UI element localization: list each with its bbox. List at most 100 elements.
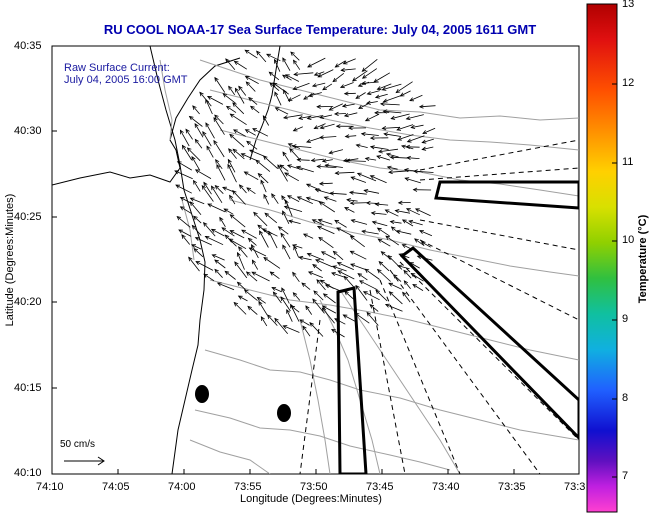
current-vector xyxy=(336,227,355,238)
current-vector-head xyxy=(256,296,262,302)
current-vector xyxy=(362,230,379,235)
current-vector-head xyxy=(263,193,268,199)
current-vector xyxy=(178,229,192,237)
current-vector xyxy=(201,185,214,202)
current-vector xyxy=(255,159,271,172)
current-vector xyxy=(398,202,411,204)
x-axis-title: Longitude (Degrees:Minutes) xyxy=(240,493,382,505)
current-vector-head xyxy=(241,229,246,234)
current-vector xyxy=(288,94,301,102)
current-vector-head xyxy=(394,209,400,214)
current-vector xyxy=(238,86,247,96)
current-vector-head xyxy=(307,63,312,68)
plot-frame xyxy=(51,45,580,475)
current-vector xyxy=(234,61,248,70)
current-vector xyxy=(403,280,411,290)
current-vector-head xyxy=(324,284,330,289)
current-vector xyxy=(233,129,246,137)
current-vector-head xyxy=(420,241,426,246)
current-vector xyxy=(391,113,410,120)
current-vector xyxy=(227,159,236,173)
current-vector xyxy=(267,314,278,326)
colorbar-tick-label: 10 xyxy=(622,234,635,246)
current-vector xyxy=(410,273,424,282)
current-vector-head xyxy=(264,212,270,218)
current-vector-head xyxy=(238,85,243,91)
x-tick-label: 73:45 xyxy=(366,481,394,493)
current-vector-head xyxy=(387,254,393,260)
current-vector-head xyxy=(363,189,369,194)
current-vector xyxy=(375,203,389,206)
current-vector xyxy=(383,110,402,114)
current-vector xyxy=(325,284,344,293)
inlet-shoreline xyxy=(52,57,241,186)
current-vector-head xyxy=(358,105,363,109)
current-vector xyxy=(203,222,216,237)
current-vector-head xyxy=(336,262,342,266)
current-vector xyxy=(271,193,279,204)
current-vector-head xyxy=(236,281,242,287)
current-vector xyxy=(187,147,201,162)
current-vector-head xyxy=(281,195,286,200)
current-vector xyxy=(180,130,190,147)
current-vector-head xyxy=(350,219,356,224)
current-vector xyxy=(319,201,336,213)
current-vector xyxy=(407,157,420,159)
current-vector-head xyxy=(243,289,249,294)
map-title: RU COOL NOAA-17 Sea Surface Temperature:… xyxy=(103,22,537,37)
current-vector xyxy=(214,269,223,278)
beam-polygons xyxy=(336,180,579,474)
current-vector-head xyxy=(274,91,279,97)
current-vector xyxy=(211,228,225,237)
current-vector xyxy=(253,212,268,227)
current-vector-head xyxy=(234,87,239,93)
current-vector-head xyxy=(179,206,185,211)
current-vector xyxy=(362,58,378,72)
current-vector xyxy=(312,264,322,272)
current-vector-head xyxy=(395,88,401,94)
current-vector xyxy=(311,158,324,161)
current-vector-head xyxy=(203,221,208,227)
current-vector-head xyxy=(193,179,198,185)
current-vector-head xyxy=(374,110,379,115)
current-vector xyxy=(390,221,402,224)
current-vector-head xyxy=(251,259,256,265)
current-vector xyxy=(332,265,347,272)
current-vector xyxy=(191,156,201,171)
current-vector xyxy=(334,219,347,228)
current-vector-head xyxy=(238,246,243,251)
current-vector xyxy=(258,301,268,316)
current-vector xyxy=(278,226,289,235)
current-vector-head xyxy=(296,157,302,163)
current-vector xyxy=(367,90,380,95)
current-vector-head xyxy=(292,127,298,132)
current-vector-head xyxy=(193,247,199,253)
current-vector-head xyxy=(322,86,327,91)
current-vector xyxy=(269,82,280,92)
current-vector xyxy=(313,290,324,301)
current-vector xyxy=(203,273,215,282)
current-vector-head xyxy=(214,114,219,120)
current-vector-head xyxy=(322,293,328,298)
current-vector-head xyxy=(344,207,349,211)
current-vector-head xyxy=(414,208,420,213)
current-vector-head xyxy=(350,176,356,181)
current-vector-head xyxy=(376,155,382,160)
current-vector-head xyxy=(206,145,211,151)
current-vector-head xyxy=(229,194,234,200)
current-vector xyxy=(293,126,303,132)
current-vector xyxy=(357,273,368,281)
current-vector xyxy=(248,238,257,246)
current-vector-head xyxy=(384,209,390,214)
current-vector xyxy=(352,70,368,82)
current-vector xyxy=(380,103,400,106)
current-vector xyxy=(317,226,335,235)
current-vector-head xyxy=(268,230,273,236)
current-vector-head xyxy=(174,170,180,175)
current-vector-head xyxy=(341,103,347,108)
current-vector-head xyxy=(377,238,383,243)
current-vector xyxy=(288,220,301,224)
current-vector-head xyxy=(284,172,289,177)
current-vector xyxy=(307,253,325,261)
current-vector-head xyxy=(284,74,290,79)
